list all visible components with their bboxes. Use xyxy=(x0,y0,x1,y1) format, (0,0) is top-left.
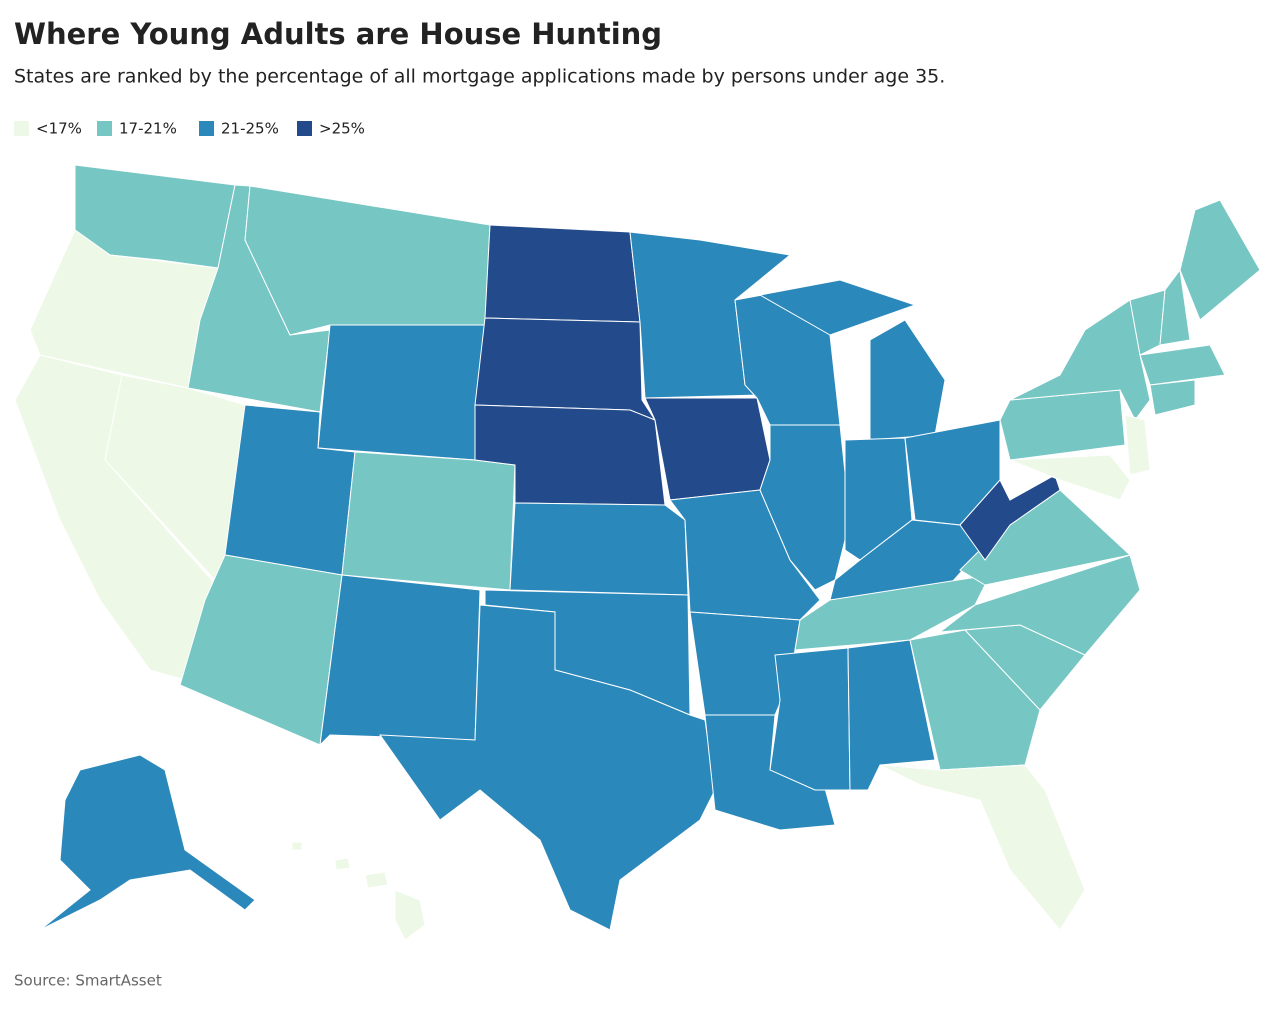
state xyxy=(394,889,426,941)
state xyxy=(39,754,256,931)
legend-label: >25% xyxy=(319,120,365,138)
state xyxy=(1159,268,1191,346)
state xyxy=(179,554,343,746)
state xyxy=(769,647,851,791)
title: Where Young Adults are House Hunting xyxy=(14,17,662,51)
legend-swatch xyxy=(97,121,112,136)
legend-label: 21-25% xyxy=(221,120,279,138)
source: Source: SmartAsset xyxy=(14,972,162,990)
legend-label: <17% xyxy=(36,120,82,138)
state xyxy=(1009,454,1131,501)
state xyxy=(317,324,486,461)
state xyxy=(484,224,641,323)
state xyxy=(509,502,689,596)
legend-swatch xyxy=(199,121,214,136)
state xyxy=(1179,199,1261,321)
legend-swatch xyxy=(14,121,29,136)
state xyxy=(1149,379,1196,416)
state xyxy=(319,574,481,747)
legend: <17% 17-21% 21-25% >25% xyxy=(14,120,365,138)
state xyxy=(704,714,836,831)
state xyxy=(291,841,303,851)
state xyxy=(869,319,946,441)
subtitle: States are ranked by the percentage of a… xyxy=(14,66,945,88)
state xyxy=(758,279,917,336)
state xyxy=(1139,344,1226,386)
state xyxy=(999,389,1126,461)
state xyxy=(1124,414,1151,476)
legend-swatch xyxy=(297,121,312,136)
state xyxy=(334,857,351,871)
state xyxy=(341,451,516,591)
state xyxy=(879,764,1086,931)
state xyxy=(244,185,491,336)
state xyxy=(474,317,657,422)
us-map xyxy=(14,164,1261,941)
state xyxy=(644,397,771,501)
state xyxy=(364,871,389,889)
state xyxy=(959,474,1061,561)
state xyxy=(909,629,1041,771)
state xyxy=(759,424,851,591)
legend-label: 17-21% xyxy=(119,120,177,138)
state xyxy=(378,604,716,931)
